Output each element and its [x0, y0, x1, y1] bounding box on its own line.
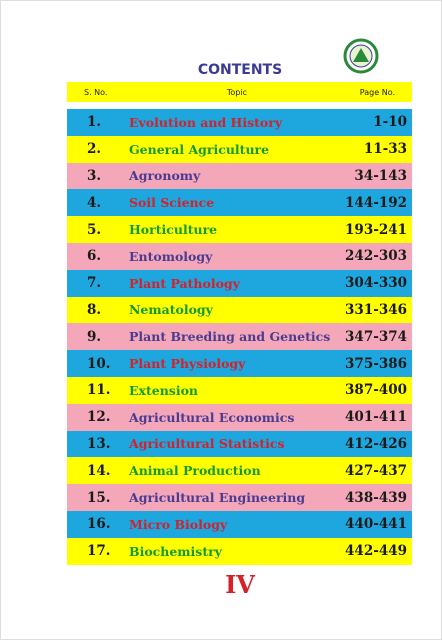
topic: Nematology: [129, 302, 213, 318]
page-range: 387-400: [345, 382, 407, 399]
toc-row: 11. Extension 387-400: [67, 376, 412, 404]
toc-row: 15. Agricultural Engineering 438-439: [67, 484, 412, 511]
topic: Horticulture: [129, 222, 218, 238]
page-range: 304-330: [345, 275, 407, 292]
page-range: 34-143: [354, 167, 407, 184]
serial-number: 9.: [87, 328, 102, 345]
topic: Agricultural Engineering: [129, 490, 306, 506]
serial-number: 14.: [87, 462, 111, 479]
page-number: IV: [225, 570, 255, 599]
toc-row: 2. General Agriculture 11-33: [67, 135, 412, 163]
serial-number: 13.: [87, 435, 111, 452]
toc-row: 7. Plant Pathology 304-330: [67, 269, 412, 297]
page-range: 412-426: [345, 435, 407, 452]
serial-number: 15.: [87, 489, 111, 506]
topic: Plant Pathology: [129, 275, 240, 291]
serial-number: 17.: [87, 543, 111, 560]
serial-number: 8.: [87, 301, 102, 318]
topic: Agronomy: [129, 168, 201, 184]
page-range: 375-386: [345, 355, 407, 372]
topic: Entomology: [129, 248, 213, 264]
contents-table: S. No. Topic Page No. 1. Evolution and Hi…: [67, 82, 412, 565]
topic: Micro Biology: [129, 516, 228, 532]
serial-number: 4.: [87, 194, 102, 211]
toc-row: 12. Agricultural Economics 401-411: [67, 403, 412, 431]
page-range: 438-439: [345, 489, 407, 506]
page-range: 440-441: [345, 516, 407, 533]
logo: [343, 38, 379, 74]
serial-number: 16.: [87, 516, 111, 533]
page-range: 347-374: [345, 328, 407, 345]
toc-row: 10. Plant Physiology 375-386: [67, 350, 412, 377]
page-range: 11-33: [363, 141, 407, 158]
contents-title: CONTENTS: [197, 62, 283, 78]
page-range: 193-241: [345, 221, 407, 238]
topic: Evolution and History: [129, 114, 283, 130]
header-topic: Topic: [226, 87, 247, 97]
toc-row: 9. Plant Breeding and Genetics 347-374: [67, 323, 412, 351]
toc-row: 16. Micro Biology 440-441: [67, 510, 412, 538]
toc-row: 5. Horticulture 193-241: [67, 216, 412, 243]
header-sno: S. No.: [84, 87, 108, 97]
topic: Agricultural Economics: [129, 409, 295, 425]
serial-number: 11.: [87, 382, 111, 399]
toc-row: 17. Biochemistry 442-449: [67, 537, 412, 565]
serial-number: 7.: [87, 275, 102, 292]
topic: Extension: [129, 382, 199, 398]
topic: Biochemistry: [129, 543, 222, 559]
topic: Plant Physiology: [129, 356, 246, 372]
topic: Agricultural Statistics: [129, 436, 285, 452]
page-range: 1-10: [373, 114, 407, 131]
serial-number: 6.: [87, 248, 102, 265]
topic: General Agriculture: [129, 141, 270, 157]
topic: Plant Breeding and Genetics: [129, 329, 331, 345]
toc-row: 6. Entomology 242-303: [67, 242, 412, 270]
serial-number: 10.: [87, 355, 111, 372]
header-row: S. No. Topic Page No.: [67, 82, 412, 102]
serial-number: 5.: [87, 221, 102, 238]
toc-row: 4. Soil Science 144-192: [67, 189, 412, 217]
page-range: 242-303: [345, 248, 407, 265]
serial-number: 12.: [87, 409, 111, 426]
page-range: 401-411: [345, 409, 407, 426]
page-range: 427-437: [345, 462, 407, 479]
toc-row: 14. Animal Production 427-437: [67, 457, 412, 485]
serial-number: 3.: [87, 167, 102, 184]
page-range: 331-346: [345, 301, 407, 318]
toc-row: 8. Nematology 331-346: [67, 296, 412, 324]
page-range: 442-449: [345, 543, 407, 560]
toc-row: 13. Agricultural Statistics 412-426: [67, 430, 412, 458]
topic: Soil Science: [129, 195, 215, 211]
toc-row: 3. Agronomy 34-143: [67, 162, 412, 190]
topic: Animal Production: [129, 463, 261, 479]
toc-row: 1. Evolution and History 1-10: [67, 109, 412, 136]
page-range: 144-192: [345, 194, 407, 211]
serial-number: 1.: [87, 114, 102, 131]
header-page: Page No.: [359, 87, 395, 97]
serial-number: 2.: [87, 141, 102, 158]
